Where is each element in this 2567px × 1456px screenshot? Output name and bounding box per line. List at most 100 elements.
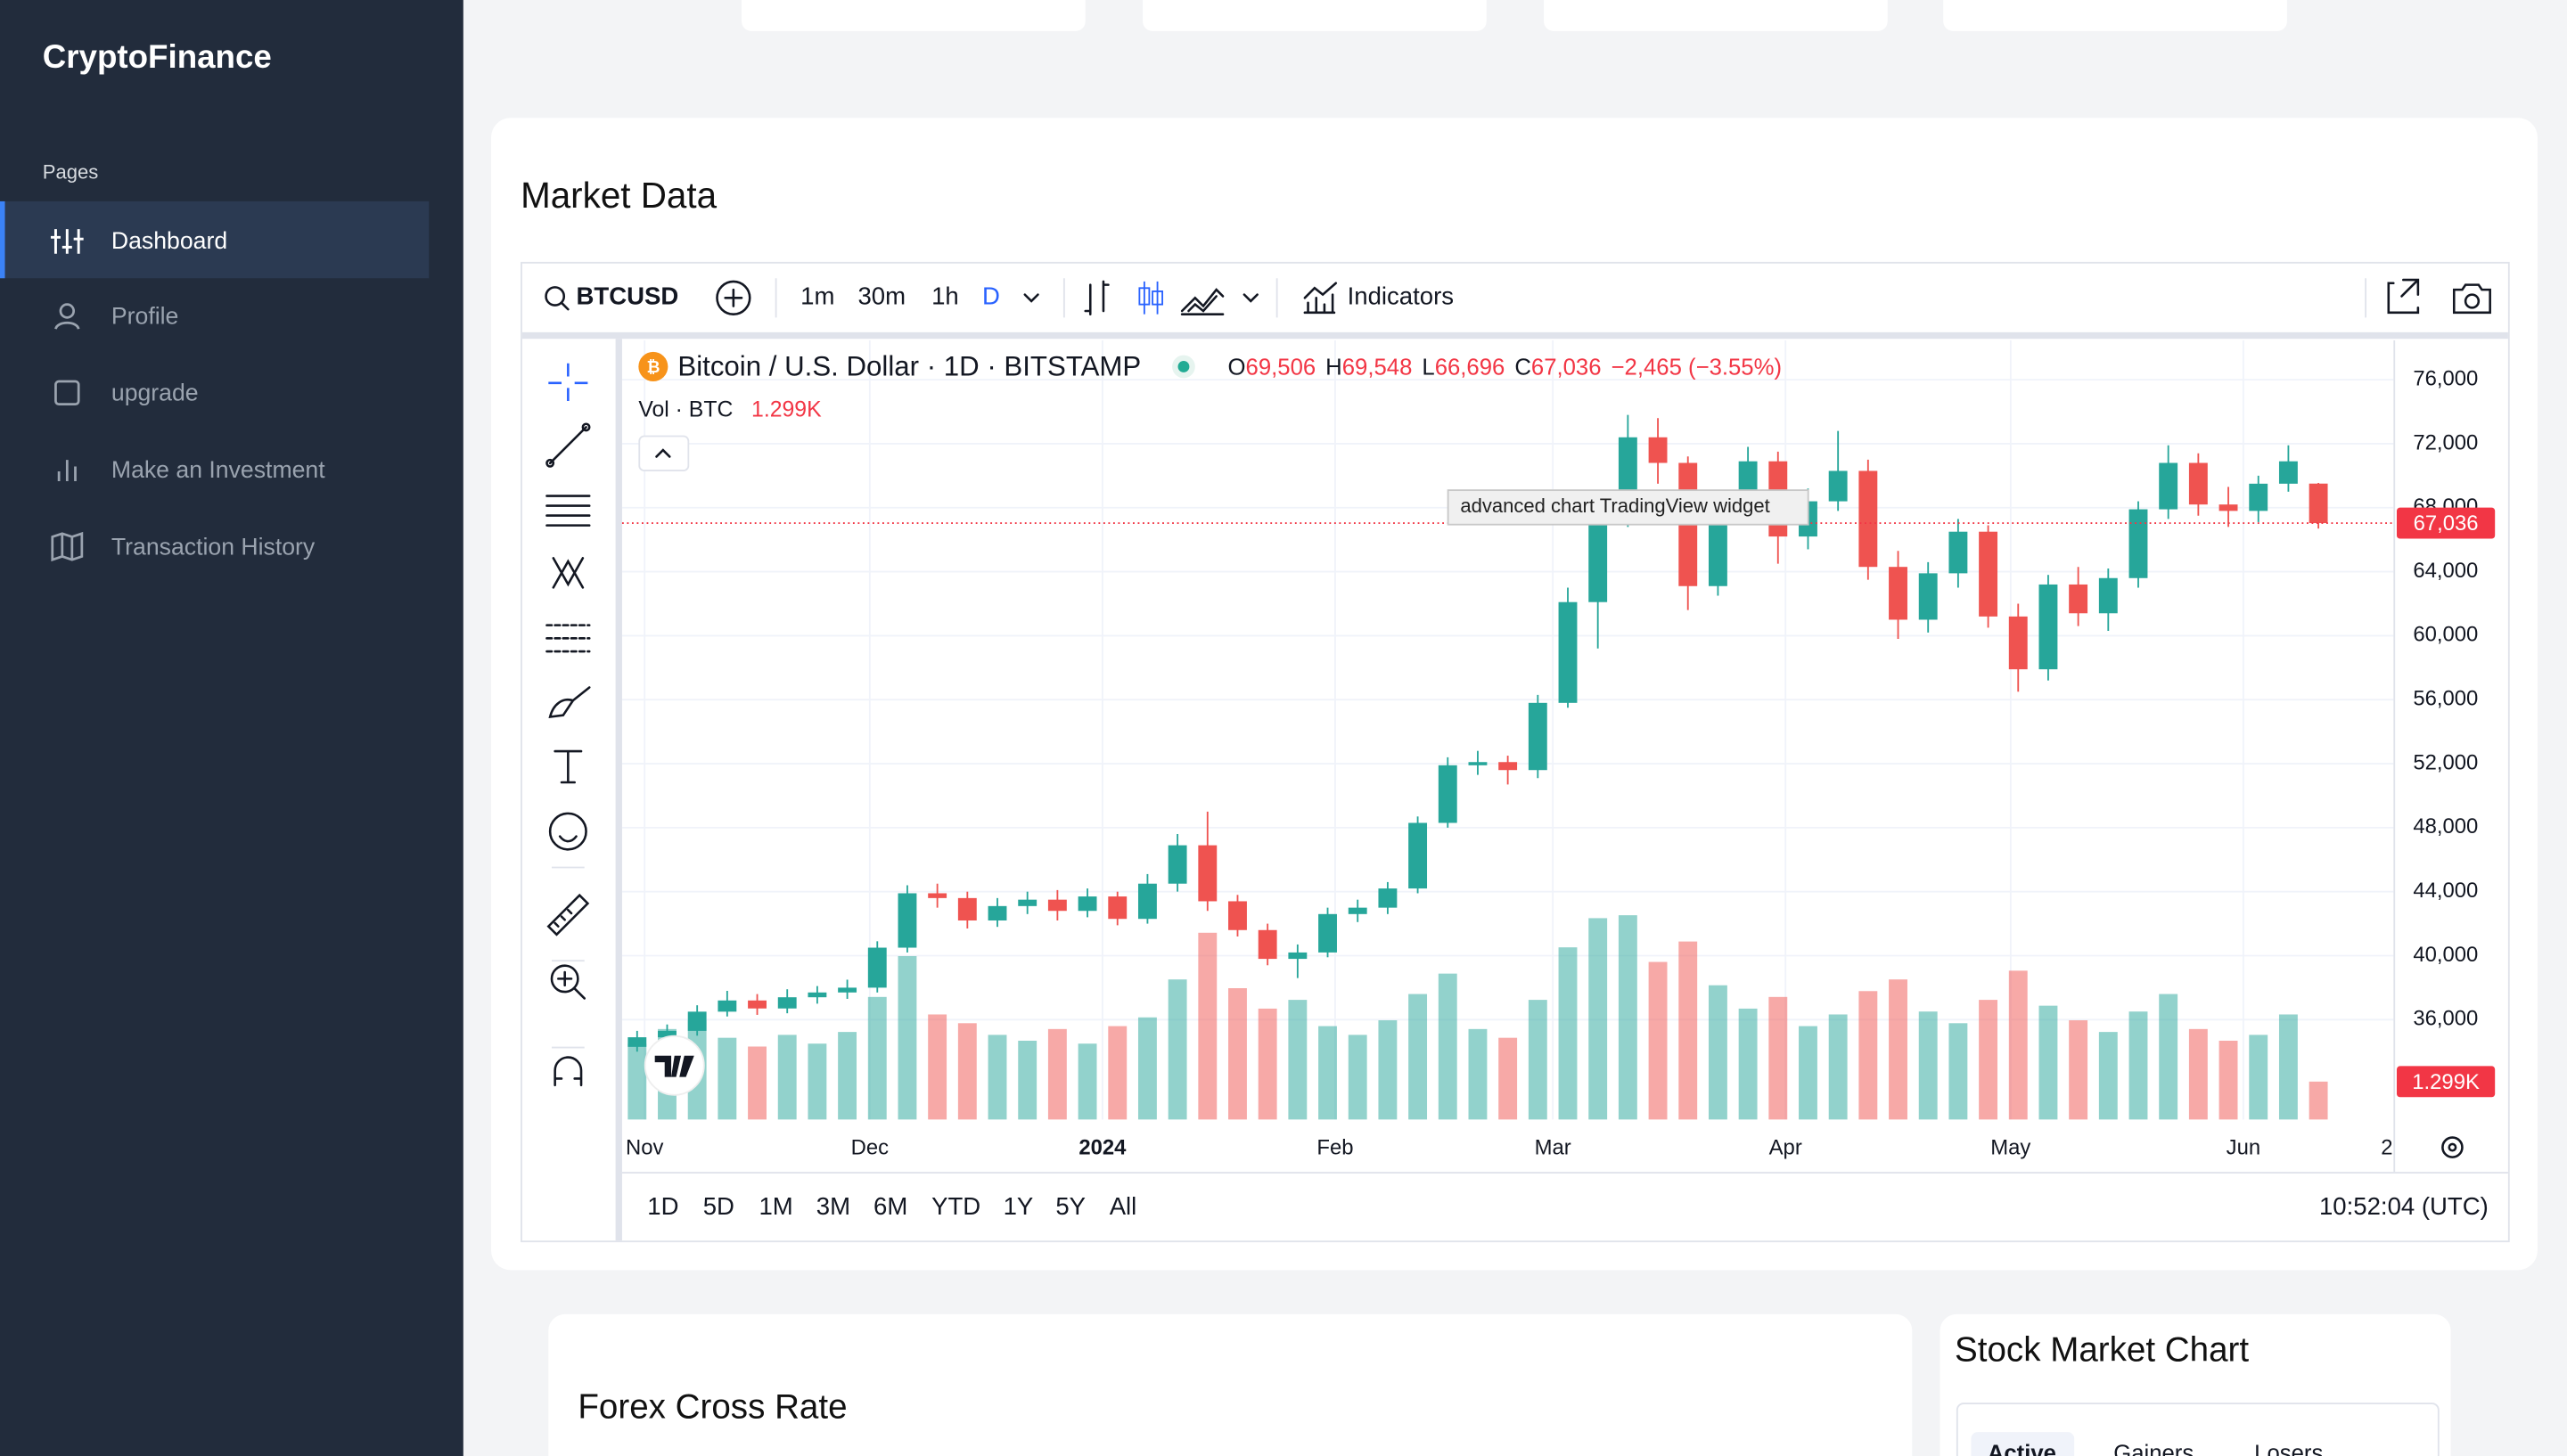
popout-icon[interactable] [2387,278,2420,315]
fib-tool[interactable] [545,495,591,527]
candle-body [1198,845,1218,902]
range-button[interactable]: YTD [931,1192,980,1220]
volume-bar [2159,994,2178,1120]
nav-label[interactable]: Profile [111,302,178,329]
range-button[interactable]: 6M [873,1192,907,1220]
volume-bar [1799,1026,1817,1120]
candle-body [687,1011,707,1031]
candle-body [627,1037,647,1047]
interval[interactable]: 1m [800,282,834,310]
range-bar: 1D 5D 1M 3M 6M YTD 1Y 5Y All [647,1192,1136,1220]
forecast-tool[interactable] [545,624,591,653]
candle-body [1258,929,1277,960]
ohlc-key: L [1422,355,1434,380]
range-button[interactable]: 5D [703,1192,734,1220]
nav-label[interactable]: upgrade [111,380,199,406]
zoom-tool[interactable] [550,964,579,994]
candle-body [808,992,827,998]
text-tool[interactable] [554,749,583,784]
crosshair-tool[interactable] [548,363,588,402]
collapse-button[interactable] [638,435,690,471]
nav-invest[interactable]: Make an Investment [57,456,325,483]
volume-bar [718,1037,737,1120]
tab[interactable]: Losers [2254,1442,2323,1456]
range-button[interactable]: 1D [647,1192,678,1220]
volume-bar [1979,1000,1998,1120]
volume-bar [1708,985,1727,1120]
range-button[interactable]: 1Y [1004,1192,1034,1220]
icon [59,303,76,319]
indicators-icon[interactable] [1303,282,1338,315]
candle-body [2069,584,2088,614]
range-button[interactable]: All [1110,1192,1137,1220]
icon [54,380,80,406]
range-button[interactable]: 1M [759,1192,792,1220]
ohlc-key: H [1325,355,1342,380]
candle-body [2098,577,2118,614]
candle-body [1318,913,1337,953]
stat-card [742,0,1086,31]
line-tool[interactable] [548,426,587,465]
brush-tool[interactable] [548,686,591,719]
volume-bar [1678,941,1698,1120]
candle-body [1918,573,1938,620]
candle-body [2159,462,2178,510]
y-tick-label: 36,000 [2413,1007,2478,1031]
candle-body [1948,531,1968,574]
volume-bar [2128,1011,2148,1120]
range-button[interactable]: 5Y [1055,1192,1086,1220]
search-icon[interactable] [545,286,566,307]
x-tick-label: May [1990,1136,2030,1160]
settings-icon[interactable] [2441,1136,2464,1158]
candle-body [1378,888,1398,908]
nav-history[interactable]: Transaction History [51,531,316,562]
indicators-button[interactable]: Indicators [1348,282,1454,310]
symbol[interactable]: BTCUSD [577,282,679,310]
volume-bar [1228,988,1247,1120]
sidebar-divider [615,339,622,1241]
chevron[interactable] [1242,293,1259,303]
bars-icon[interactable] [1084,280,1110,315]
nav-profile[interactable]: Profile [54,302,178,330]
volume-bar [1318,1026,1337,1120]
last-price-label: 67,036 [2414,511,2479,536]
volume-bar [2278,1014,2298,1120]
volume-bar [1858,991,1878,1120]
compare-button[interactable] [716,280,751,315]
interval[interactable]: 1h [931,282,959,310]
y-tick-label: 56,000 [2413,687,2478,711]
volume-bar [1137,1017,1157,1120]
volume-bar [1408,994,1428,1120]
interval-active[interactable]: D [982,282,1000,310]
card-title: Market Data [521,175,718,216]
candle-body [1528,702,1547,771]
candles-icon[interactable] [1143,281,1159,315]
chevron[interactable] [1023,293,1039,303]
icon [558,835,578,843]
volume-bar [1618,915,1637,1120]
tab[interactable]: Active [1988,1442,2056,1456]
candle-body [2128,509,2148,578]
card-title: Forex Cross Rate [578,1388,847,1427]
tab[interactable]: Gainers [2113,1442,2194,1456]
interval[interactable]: 30m [857,282,906,310]
magnet-tool[interactable] [554,1056,583,1087]
ohlc-key: O [1228,355,1246,380]
candle-body [957,897,977,921]
emoji-tool[interactable] [548,812,587,851]
nav-label[interactable]: Transaction History [111,533,316,560]
nav-upgrade[interactable]: upgrade [54,380,199,406]
nav-label[interactable]: Dashboard [111,227,227,254]
toolbar-divider [521,331,2508,339]
stat-card [1943,0,2287,31]
nav-label[interactable]: Make an Investment [111,456,325,483]
ruler-tool[interactable] [546,893,590,937]
x-tick-label: Nov [626,1136,663,1160]
range-button[interactable]: 3M [816,1192,850,1220]
pattern-tool[interactable] [552,557,585,589]
snapshot-icon[interactable] [2452,283,2491,315]
nav-dashboard[interactable]: Dashboard [50,227,227,254]
volume-bar [2098,1032,2118,1120]
volume-tag [2396,1066,2496,1098]
area-icon[interactable] [1180,288,1225,315]
